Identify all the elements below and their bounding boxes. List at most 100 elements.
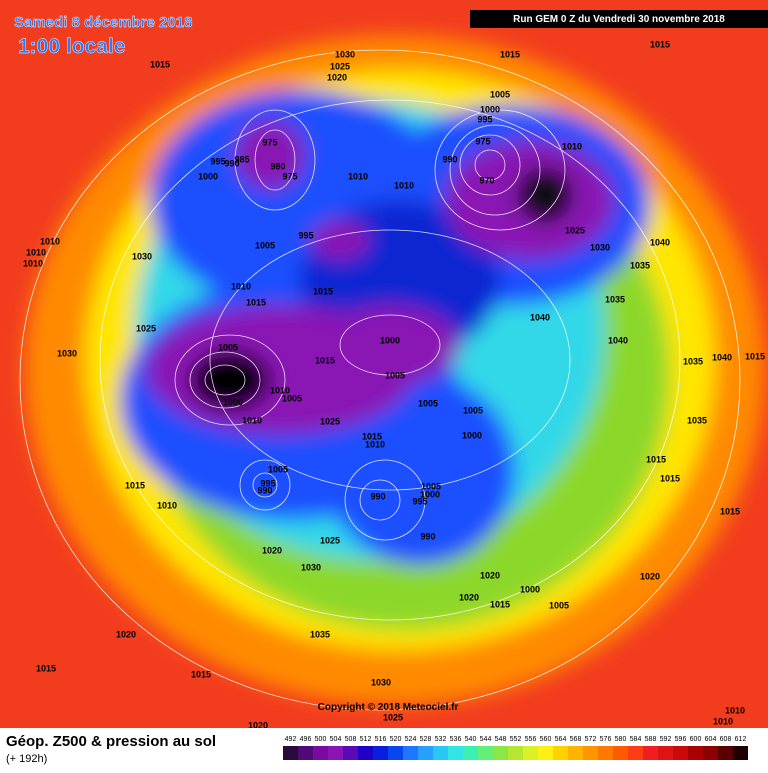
- pressure-label: 1040: [608, 335, 628, 345]
- pressure-label: 1030: [301, 562, 321, 572]
- scale-label: 492: [285, 736, 297, 743]
- pressure-label: 1040: [650, 237, 670, 247]
- scale-swatch: [463, 746, 478, 760]
- pressure-label: 1030: [371, 677, 391, 687]
- scale-label: 596: [675, 736, 687, 743]
- pressure-label: 1010: [40, 236, 60, 246]
- scale-label: 600: [690, 736, 702, 743]
- scale-swatch: [598, 746, 613, 760]
- scale-swatch: [613, 746, 628, 760]
- scale-label: 592: [660, 736, 672, 743]
- scale-label: 516: [375, 736, 387, 743]
- footer-title: Géop. Z500 & pression au sol: [6, 733, 216, 750]
- pressure-label: 1015: [660, 473, 680, 483]
- pressure-label: 1020: [459, 592, 479, 602]
- scale-label: 504: [330, 736, 342, 743]
- pressure-labels: 1030 1025 1020 1015 1015 1015 1005 1000 995 975 98…: [23, 39, 765, 730]
- scale-swatch: [568, 746, 583, 760]
- pressure-label: 1035: [630, 260, 650, 270]
- pressure-label: 1015: [125, 480, 145, 490]
- pressure-label: 1030: [590, 242, 610, 252]
- scale-swatch: [703, 746, 718, 760]
- pressure-label: 1010: [242, 415, 262, 425]
- pressure-label: 1010: [365, 439, 385, 449]
- scale-swatch: [628, 746, 643, 760]
- height-field: [0, 0, 768, 728]
- pressure-label: 1005: [385, 370, 405, 380]
- scale-swatch: [718, 746, 733, 760]
- scale-swatch: [448, 746, 463, 760]
- pressure-label: 1010: [157, 500, 177, 510]
- pressure-label: 1020: [262, 545, 282, 555]
- pressure-label: 1010: [26, 247, 46, 257]
- scale-swatch: [673, 746, 688, 760]
- pressure-label: 1025: [136, 323, 156, 333]
- lead-time: (+ 192h): [6, 753, 47, 765]
- scale-label: 512: [360, 736, 372, 743]
- pressure-label: 1035: [687, 415, 707, 425]
- pressure-label: 1000: [223, 397, 243, 407]
- scale-swatch: [343, 746, 358, 760]
- pressure-label: 1020: [327, 72, 347, 82]
- scale-swatch: [298, 746, 313, 760]
- scale-swatch: [583, 746, 598, 760]
- pressure-label: 1010: [725, 705, 745, 715]
- scale-swatch: [658, 746, 673, 760]
- pressure-label: 975: [262, 137, 277, 147]
- pressure-label: 1040: [530, 312, 550, 322]
- scale-label: 508: [345, 736, 357, 743]
- pressure-label: 1010: [348, 171, 368, 181]
- pressure-label: 1010: [231, 281, 251, 291]
- pressure-label: 1015: [745, 351, 765, 361]
- pressure-label: 1010: [394, 180, 414, 190]
- pressure-label: 995: [210, 156, 225, 166]
- pressure-label: 995: [412, 496, 427, 506]
- pressure-label: 1000: [380, 335, 400, 345]
- pressure-label: 1015: [36, 663, 56, 673]
- pressure-label: 1025: [320, 535, 340, 545]
- scale-swatch: [283, 746, 298, 760]
- scale-swatch: [373, 746, 388, 760]
- pressure-label: 975: [475, 136, 490, 146]
- pressure-label: 1010: [270, 385, 290, 395]
- pressure-label: 995: [260, 478, 275, 488]
- scale-swatch: [328, 746, 343, 760]
- pressure-label: 1035: [683, 356, 703, 366]
- pressure-label: 1015: [362, 431, 382, 441]
- pressure-label: 1005: [490, 89, 510, 99]
- pressure-label: 1005: [418, 398, 438, 408]
- scale-swatch: [358, 746, 373, 760]
- scale-label: 604: [705, 736, 717, 743]
- scale-swatch: [388, 746, 403, 760]
- scale-swatch: [493, 746, 508, 760]
- pressure-label: 1015: [490, 599, 510, 609]
- date: Samedi 8 décembre 2018: [14, 14, 192, 31]
- pressure-label: 980: [270, 161, 285, 171]
- scale-label: 520: [390, 736, 402, 743]
- scale-label: 524: [405, 736, 417, 743]
- run-banner: [470, 10, 768, 28]
- pressure-label: 1025: [383, 712, 403, 722]
- pressure-label: 1020: [248, 720, 268, 730]
- run-info: Run GEM 0 Z du Vendredi 30 novembre 2018: [513, 14, 725, 25]
- pressure-label: 1005: [463, 405, 483, 415]
- scale-label: 540: [465, 736, 477, 743]
- pressure-label: 1005: [282, 393, 302, 403]
- pressure-label: 1000: [480, 104, 500, 114]
- pressure-label: 1015: [191, 669, 211, 679]
- pressure-label: 1000: [198, 171, 218, 181]
- scale-label: 536: [450, 736, 462, 743]
- pressure-label: 995: [298, 230, 313, 240]
- scale-label: 576: [600, 736, 612, 743]
- scale-label: 584: [630, 736, 642, 743]
- scale-label: 544: [480, 736, 492, 743]
- color-scale: 492 496 500 504 508 512 516 520 524 528 532 536 540 5…: [283, 736, 748, 760]
- pressure-label: 1020: [116, 629, 136, 639]
- pressure-label: 1000: [462, 430, 482, 440]
- scale-swatch: [688, 746, 703, 760]
- scale-label: 548: [495, 736, 507, 743]
- scale-label: 572: [585, 736, 597, 743]
- scale-swatch: [523, 746, 538, 760]
